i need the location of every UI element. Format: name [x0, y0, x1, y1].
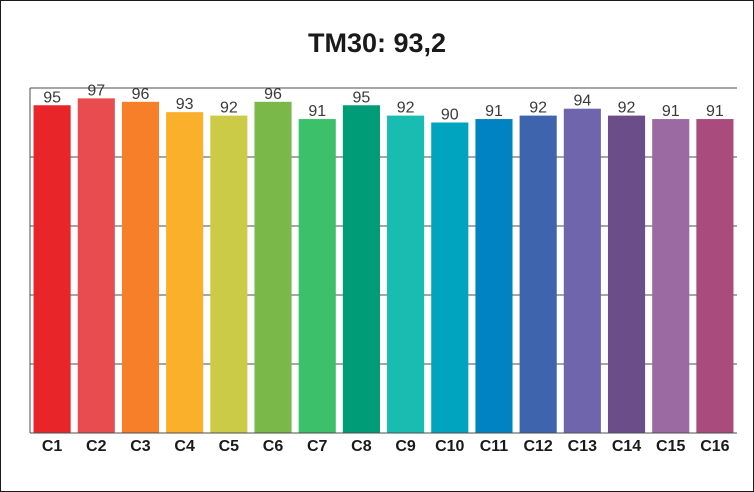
- value-label: 93: [176, 96, 194, 113]
- x-tick-label: C4: [174, 438, 195, 455]
- x-tick-label: C11: [480, 438, 509, 455]
- value-label: 92: [397, 100, 415, 117]
- value-label: 95: [43, 89, 61, 106]
- value-label: 91: [706, 103, 724, 120]
- bars: [33, 98, 734, 434]
- bar-c8: [342, 105, 380, 433]
- bar-c2: [77, 98, 115, 433]
- x-tick-labels: C1 C2 C3 C4 C5 C6 C7 C8 C9 C10 C11 C12 C13 C14 C15 C16: [42, 438, 730, 455]
- value-label: 94: [573, 93, 591, 110]
- value-label: 91: [485, 103, 503, 120]
- bar-c15: [652, 119, 690, 434]
- x-tick-label: C8: [351, 438, 372, 455]
- bar-c1: [33, 105, 71, 433]
- value-label: 92: [618, 100, 636, 117]
- bar-c14: [607, 115, 646, 433]
- bar-c3: [121, 101, 160, 434]
- x-tick-label: C9: [395, 438, 416, 455]
- value-label: 91: [662, 103, 680, 120]
- x-tick-label: C12: [523, 438, 552, 455]
- value-label: 92: [220, 100, 238, 117]
- value-label: 96: [264, 86, 282, 103]
- value-label: 90: [441, 107, 459, 124]
- value-label: 92: [529, 100, 547, 117]
- bar-c16: [696, 119, 734, 434]
- value-label: 97: [87, 82, 105, 99]
- bar-c6: [254, 101, 292, 434]
- bar-c9: [387, 115, 425, 433]
- chart-title: TM30: 93,2: [307, 28, 447, 58]
- value-label: 95: [353, 89, 371, 106]
- bar-c4: [166, 112, 204, 434]
- x-tick-label: C16: [700, 438, 729, 455]
- bar-c11: [475, 119, 513, 434]
- bar-c5: [210, 115, 248, 433]
- value-labels: 95 97 96 93 92 96 91 95 92 90 91 92 94 92 91 91: [43, 82, 724, 123]
- x-tick-label: C6: [263, 438, 284, 455]
- bar-c7: [298, 119, 336, 434]
- axes: [29, 88, 737, 434]
- x-tick-label: C5: [219, 438, 240, 455]
- value-label: 91: [308, 103, 326, 120]
- bar-c10: [431, 122, 469, 433]
- x-tick-label: C7: [307, 438, 328, 455]
- x-tick-label: C15: [656, 438, 685, 455]
- x-tick-label: C14: [612, 438, 641, 455]
- value-label: 96: [132, 86, 150, 103]
- bar-c12: [519, 115, 557, 433]
- x-tick-label: C10: [435, 438, 464, 455]
- x-tick-label: C1: [42, 438, 63, 455]
- x-tick-label: C13: [568, 438, 597, 455]
- x-tick-label: C3: [130, 438, 151, 455]
- x-tick-label: C2: [86, 438, 107, 455]
- bar-c13: [563, 108, 601, 433]
